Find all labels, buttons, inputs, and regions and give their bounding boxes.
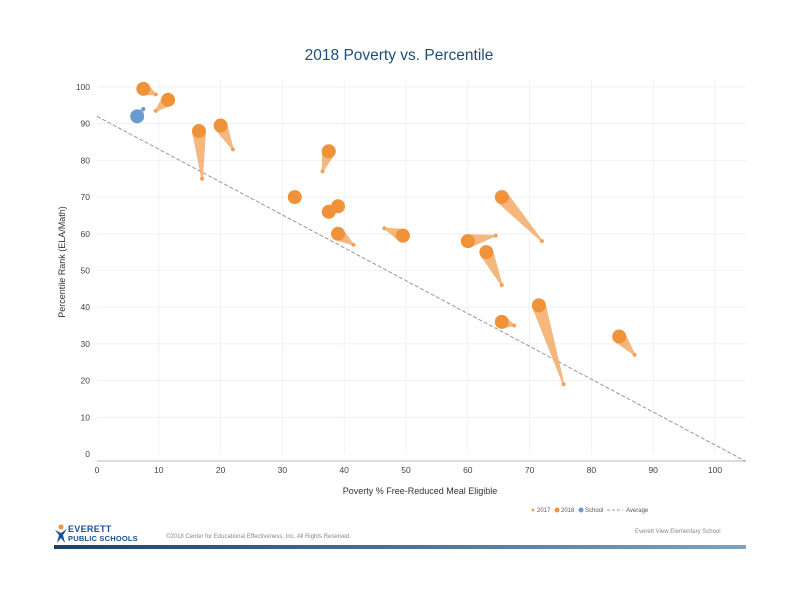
x-tick-label: 0 xyxy=(95,465,100,475)
x-tick-label: 20 xyxy=(216,465,226,475)
legend-marker xyxy=(554,507,560,513)
school-point-2018 xyxy=(130,109,145,124)
point-2017 xyxy=(230,147,235,152)
y-tick-label: 40 xyxy=(81,302,91,312)
y-tick-label: 0 xyxy=(85,449,90,459)
point-2018 xyxy=(531,298,546,313)
grid xyxy=(97,79,746,462)
point-2017 xyxy=(351,242,356,247)
point-2018 xyxy=(136,81,151,96)
y-tick-label: 70 xyxy=(81,192,91,202)
x-tick-label: 70 xyxy=(525,465,535,475)
change-wedge xyxy=(192,130,206,179)
point-2018 xyxy=(395,228,410,243)
y-tick-label: 100 xyxy=(76,82,90,92)
point-2017 xyxy=(632,352,637,357)
point-2017 xyxy=(561,382,566,387)
legend-label: 2017 xyxy=(537,508,551,514)
logo-figure-icon xyxy=(55,524,67,543)
point-2018 xyxy=(460,234,475,249)
average-line-layer xyxy=(96,115,747,462)
y-tick-label: 90 xyxy=(81,119,91,129)
x-tick-label: 50 xyxy=(401,465,411,475)
point-2018 xyxy=(494,190,509,205)
x-tick-label: 30 xyxy=(278,465,288,475)
y-tick-label: 30 xyxy=(81,339,91,349)
x-tick-label: 100 xyxy=(708,465,722,475)
point-2017 xyxy=(200,176,205,181)
point-2018 xyxy=(479,245,494,260)
change-wedge xyxy=(496,192,543,242)
y-tick-label: 60 xyxy=(81,229,91,239)
point-2018 xyxy=(161,92,176,107)
logo-line1: EVERETT xyxy=(68,524,112,534)
y-axis-label: Percentile Rank (ELA/Math) xyxy=(57,206,67,318)
everett-logo: EVERETT PUBLIC SCHOOLS xyxy=(54,522,164,544)
change-wedge xyxy=(532,303,565,385)
y-tick-label: 80 xyxy=(81,155,91,165)
point-2018 xyxy=(494,314,509,329)
point-2017 xyxy=(493,233,498,238)
point-2018 xyxy=(331,226,346,241)
point-2017 xyxy=(382,226,387,231)
footer-bar xyxy=(54,545,746,549)
point-2017 xyxy=(512,323,517,328)
chart-title: 2018 Poverty vs. Percentile xyxy=(305,47,494,64)
point-2017 xyxy=(153,108,158,113)
y-tick-label: 20 xyxy=(81,376,91,386)
tick-labels: 0 10 20 30 40 50 60 70 80 90 100 0 10 20 30 40 50 60 70 80 9… xyxy=(76,82,723,475)
legend-label: School xyxy=(585,508,603,514)
y-tick-label: 50 xyxy=(81,266,91,276)
x-tick-label: 10 xyxy=(154,465,164,475)
point-2018 xyxy=(191,124,206,139)
x-axis-label: Poverty % Free-Reduced Meal Eligible xyxy=(343,486,498,496)
point-2018 xyxy=(321,144,336,159)
y-tick-label: 10 xyxy=(81,412,91,422)
x-tick-label: 40 xyxy=(339,465,349,475)
x-tick-label: 60 xyxy=(463,465,473,475)
legend: 2017 2018 School Average xyxy=(531,507,649,514)
point-2018 xyxy=(331,199,346,214)
point-2018 xyxy=(287,190,302,205)
average-line xyxy=(96,115,747,462)
point-2017 xyxy=(499,283,504,288)
point-2018 xyxy=(213,118,228,133)
school-point-2017 xyxy=(141,107,146,112)
point-2017 xyxy=(153,92,158,97)
legend-marker xyxy=(578,507,584,513)
x-tick-label: 90 xyxy=(648,465,658,475)
point-2017 xyxy=(320,169,325,174)
point-2018 xyxy=(612,329,627,344)
school-name: Everett View Elementary School xyxy=(635,529,721,535)
point-2017 xyxy=(539,239,544,244)
logo-line2: PUBLIC SCHOOLS xyxy=(68,534,138,543)
legend-label: Average xyxy=(626,508,649,514)
point-layer xyxy=(130,81,637,387)
legend-marker xyxy=(531,508,535,512)
copyright-text: ©2018 Center for Educational Effectivene… xyxy=(166,534,352,540)
legend-label: 2018 xyxy=(561,508,575,514)
x-tick-label: 80 xyxy=(587,465,597,475)
